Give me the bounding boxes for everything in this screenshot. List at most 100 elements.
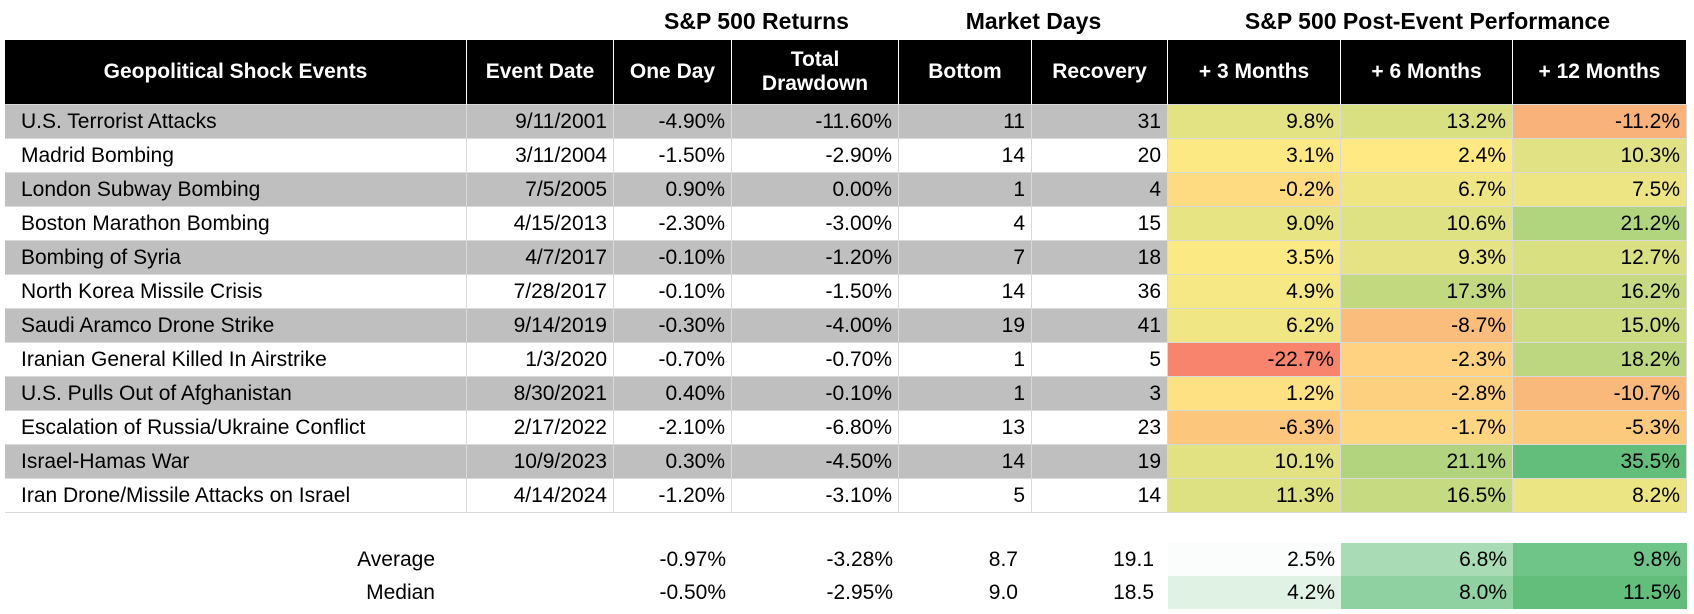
- summary-cell: 18.5: [1113, 580, 1154, 604]
- column-header: + 3 Months: [1168, 40, 1341, 105]
- table-cell: 19: [899, 309, 1032, 343]
- table-cell: 8.2%: [1513, 479, 1687, 513]
- table-cell: 1: [899, 173, 1032, 207]
- table-cell: -0.70%: [732, 343, 899, 377]
- table-cell: 3/11/2004: [467, 139, 614, 173]
- table-cell: 31: [1032, 105, 1168, 139]
- summary-cell: 9.0: [988, 580, 1018, 604]
- table-cell: -0.2%: [1168, 173, 1341, 207]
- table-cell: 16.5%: [1341, 479, 1513, 513]
- summary-cell: 2.5%: [1168, 543, 1341, 576]
- group-header: S&P 500 Returns: [664, 8, 849, 34]
- table-cell: 41: [1032, 309, 1168, 343]
- table-cell: -0.10%: [614, 275, 732, 309]
- table-cell: 9.3%: [1341, 241, 1513, 275]
- event-name: Boston Marathon Bombing: [5, 207, 467, 241]
- summary-cell: 11.5%: [1513, 576, 1687, 609]
- summary-cell: -0.50%: [659, 580, 726, 604]
- table-cell: 3: [1032, 377, 1168, 411]
- table-cell: -11.2%: [1513, 105, 1687, 139]
- header-text: Total Drawdown: [761, 48, 869, 95]
- table-cell: 13: [899, 411, 1032, 445]
- table-cell: -6.80%: [732, 411, 899, 445]
- summary-cell: -0.97%: [659, 547, 726, 571]
- table-cell: 7.5%: [1513, 173, 1687, 207]
- table-cell: 18.2%: [1513, 343, 1687, 377]
- table-cell: 3.5%: [1168, 241, 1341, 275]
- table-cell: 21.2%: [1513, 207, 1687, 241]
- table-cell: 1/3/2020: [467, 343, 614, 377]
- table-cell: 10/9/2023: [467, 445, 614, 479]
- column-header: Bottom: [899, 40, 1032, 105]
- column-header: One Day: [614, 40, 732, 105]
- table-cell: -1.50%: [732, 275, 899, 309]
- table-cell: 0.90%: [614, 173, 732, 207]
- summary-cell: 19.1: [1113, 547, 1154, 571]
- table-cell: 4/14/2024: [467, 479, 614, 513]
- table-cell: -2.3%: [1341, 343, 1513, 377]
- summary-cell: 9.8%: [1513, 543, 1687, 576]
- table-cell: 23: [1032, 411, 1168, 445]
- column-header: Recovery: [1032, 40, 1168, 105]
- table-cell: -6.3%: [1168, 411, 1341, 445]
- table-cell: 14: [899, 275, 1032, 309]
- table-cell: 9/14/2019: [467, 309, 614, 343]
- table-cell: 0.40%: [614, 377, 732, 411]
- table-cell: 2.4%: [1341, 139, 1513, 173]
- event-name: Bombing of Syria: [5, 241, 467, 275]
- table-cell: -3.00%: [732, 207, 899, 241]
- table-cell: 4.9%: [1168, 275, 1341, 309]
- table-cell: 15: [1032, 207, 1168, 241]
- table-cell: -2.10%: [614, 411, 732, 445]
- event-name: U.S. Terrorist Attacks: [5, 105, 467, 139]
- table-cell: -4.00%: [732, 309, 899, 343]
- table-cell: 1.2%: [1168, 377, 1341, 411]
- summary-cell: 8.7: [988, 547, 1018, 571]
- table-cell: 36: [1032, 275, 1168, 309]
- event-name: Madrid Bombing: [5, 139, 467, 173]
- table-cell: 4: [1032, 173, 1168, 207]
- table-cell: 4/15/2013: [467, 207, 614, 241]
- column-header: Event Date: [467, 40, 614, 105]
- table-cell: -4.90%: [614, 105, 732, 139]
- event-name: Israel-Hamas War: [5, 445, 467, 479]
- table-cell: 17.3%: [1341, 275, 1513, 309]
- table-cell: 9.8%: [1168, 105, 1341, 139]
- column-header: + 12 Months: [1513, 40, 1687, 105]
- table-cell: -3.10%: [732, 479, 899, 513]
- table-cell: -11.60%: [732, 105, 899, 139]
- table-cell: -10.7%: [1513, 377, 1687, 411]
- table-cell: 20: [1032, 139, 1168, 173]
- table-cell: -2.90%: [732, 139, 899, 173]
- table-cell: -22.7%: [1168, 343, 1341, 377]
- table-cell: 19: [1032, 445, 1168, 479]
- table-cell: 8/30/2021: [467, 377, 614, 411]
- event-name: Iran Drone/Missile Attacks on Israel: [5, 479, 467, 513]
- table-cell: 10.3%: [1513, 139, 1687, 173]
- table-cell: 21.1%: [1341, 445, 1513, 479]
- table-cell: -2.8%: [1341, 377, 1513, 411]
- event-name: Saudi Aramco Drone Strike: [5, 309, 467, 343]
- table-cell: 9.0%: [1168, 207, 1341, 241]
- table-cell: 11.3%: [1168, 479, 1341, 513]
- table-cell: 16.2%: [1513, 275, 1687, 309]
- table-cell: 9/11/2001: [467, 105, 614, 139]
- table-cell: 2/17/2022: [467, 411, 614, 445]
- table-cell: 5: [899, 479, 1032, 513]
- table-cell: -0.10%: [732, 377, 899, 411]
- table-cell: 18: [1032, 241, 1168, 275]
- table-cell: 11: [899, 105, 1032, 139]
- table-cell: 10.1%: [1168, 445, 1341, 479]
- table-cell: 6.7%: [1341, 173, 1513, 207]
- group-header: Market Days: [965, 8, 1102, 34]
- summary-cell: -3.28%: [826, 547, 893, 571]
- table-cell: 14: [1032, 479, 1168, 513]
- table-cell: -8.7%: [1341, 309, 1513, 343]
- table-cell: 14: [899, 139, 1032, 173]
- summary-cell: 6.8%: [1341, 543, 1513, 576]
- group-header: S&P 500 Post-Event Performance: [1244, 8, 1611, 34]
- table-cell: -1.7%: [1341, 411, 1513, 445]
- table-cell: 7/28/2017: [467, 275, 614, 309]
- table-cell: 1: [899, 343, 1032, 377]
